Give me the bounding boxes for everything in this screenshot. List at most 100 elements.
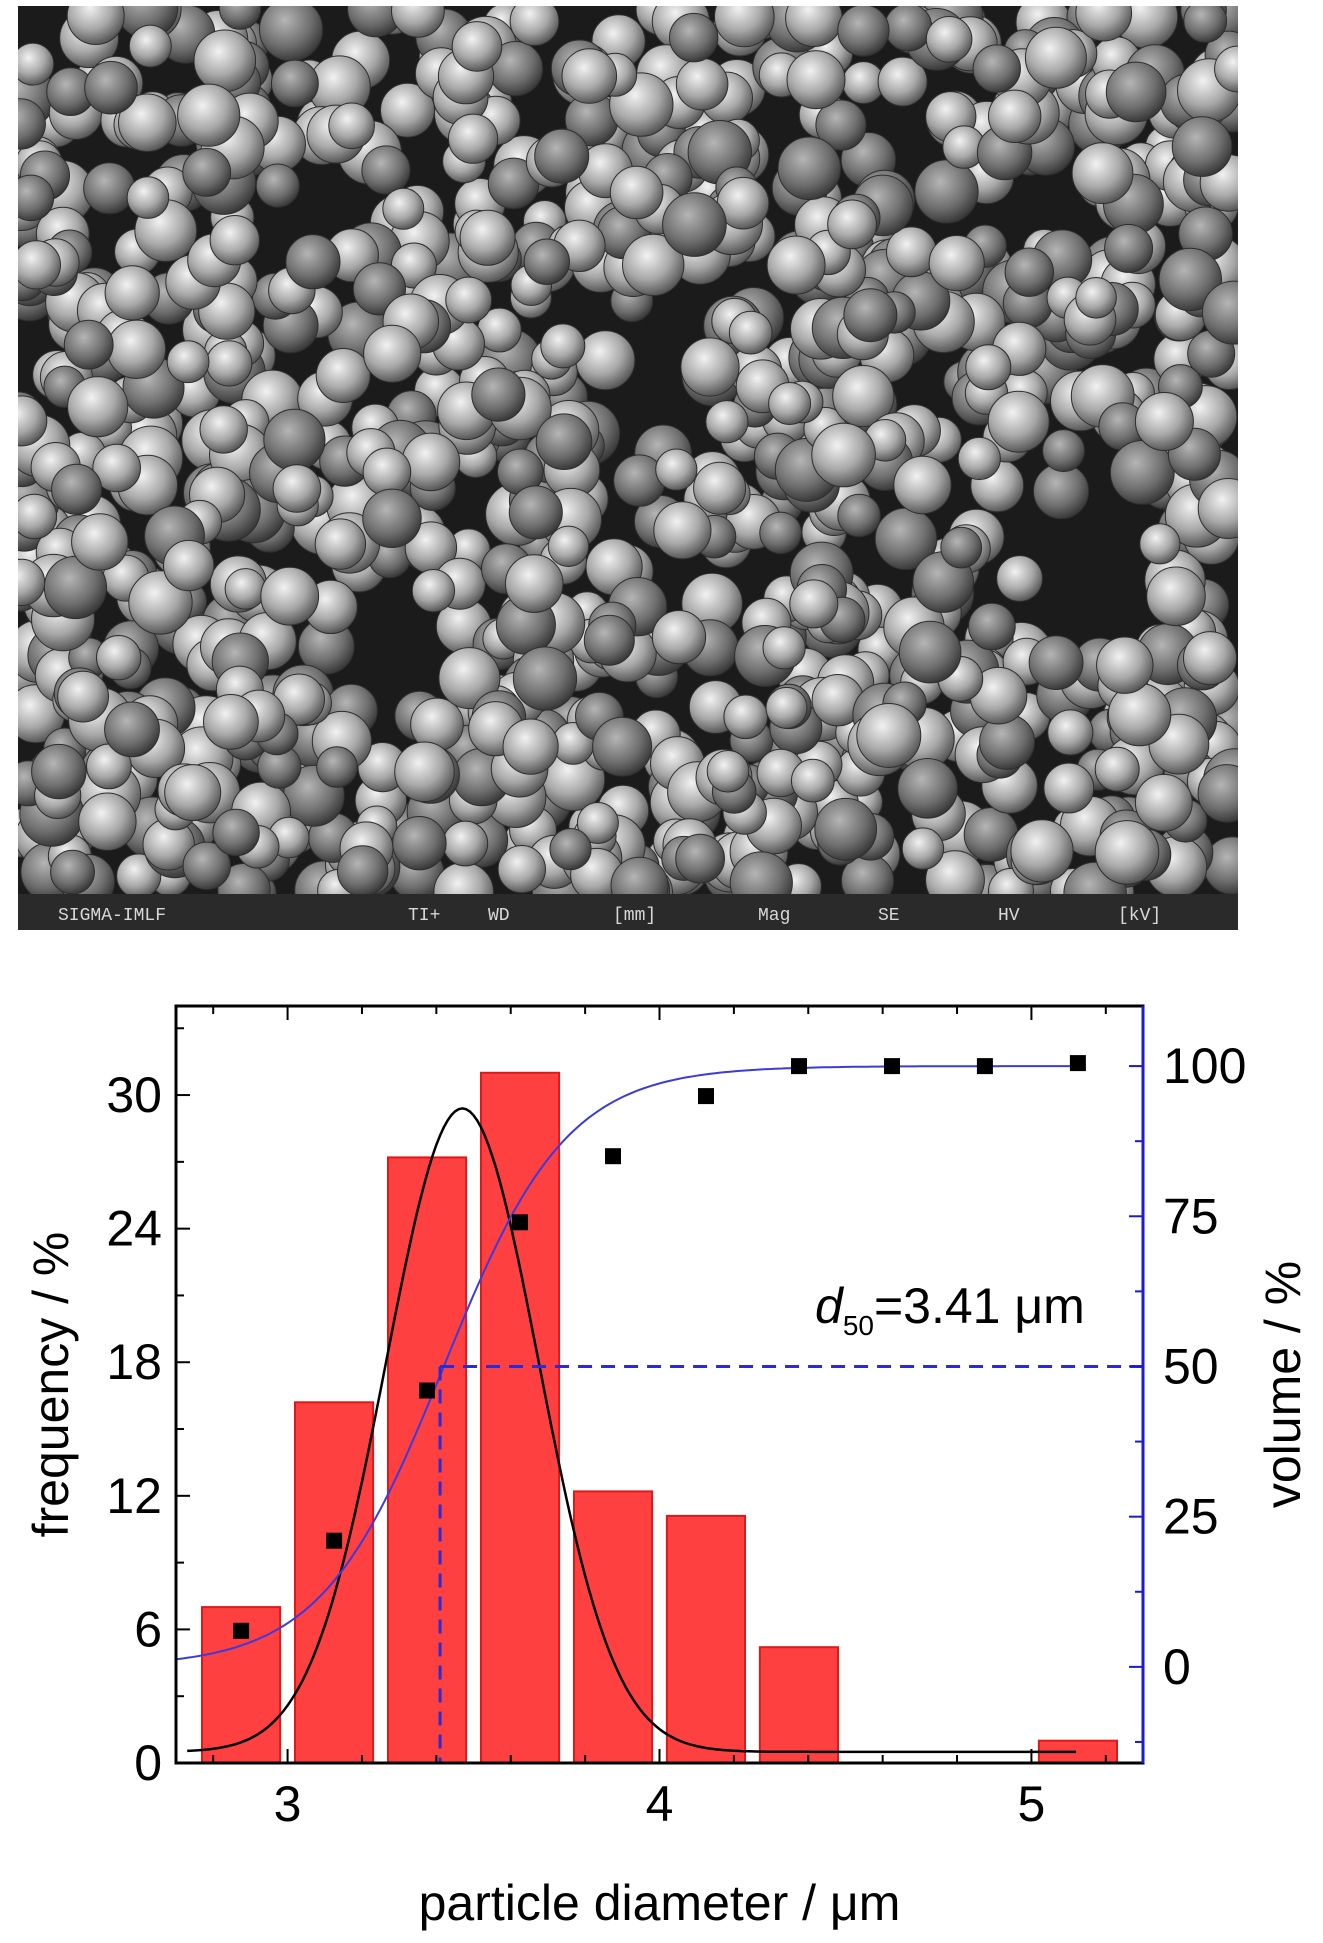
sem-particle bbox=[203, 694, 259, 750]
sem-particle bbox=[315, 348, 371, 403]
sem-particle bbox=[651, 610, 707, 665]
sem-particle bbox=[1197, 478, 1238, 539]
sem-particle bbox=[66, 6, 125, 45]
sem-particle bbox=[705, 400, 749, 444]
sem-particle bbox=[206, 340, 253, 387]
y-tick-label: 6 bbox=[134, 1601, 162, 1657]
sem-particle bbox=[209, 215, 261, 266]
sem-particle bbox=[177, 83, 241, 147]
sem-particle bbox=[1134, 392, 1194, 451]
sem-particle bbox=[1075, 277, 1117, 319]
sem-particle bbox=[814, 797, 878, 861]
histogram-bar bbox=[387, 1156, 468, 1764]
sem-particle bbox=[128, 24, 172, 68]
sem-particle bbox=[790, 758, 835, 803]
sem-particle bbox=[263, 408, 326, 471]
particle-size-chart: 3 4 5 0 6 12 18 24 30 0 25 50 75 100 d50=3.41 μm part… bbox=[0, 980, 1323, 1943]
sem-particle bbox=[382, 187, 425, 230]
sem-particle bbox=[765, 686, 808, 729]
sem-particle bbox=[523, 238, 570, 285]
y2-tick-label: 0 bbox=[1163, 1639, 1191, 1695]
histogram-bar bbox=[758, 1646, 840, 1765]
sem-particle bbox=[394, 741, 455, 803]
volume-point bbox=[419, 1382, 435, 1399]
sem-particle bbox=[164, 764, 222, 822]
sem-particle bbox=[451, 21, 503, 72]
sem-particle bbox=[897, 758, 958, 819]
sem-particle bbox=[832, 365, 895, 428]
sem-particle bbox=[940, 526, 983, 569]
sem-particle bbox=[759, 511, 802, 555]
volume-points bbox=[233, 1055, 1086, 1639]
y2-axis-title: volume / % bbox=[1255, 1261, 1311, 1508]
sem-particle bbox=[928, 235, 985, 292]
sem-particle bbox=[96, 635, 142, 681]
sem-particle bbox=[78, 792, 137, 851]
sem-particle bbox=[18, 240, 61, 290]
volume-point bbox=[791, 1058, 807, 1075]
sem-particle bbox=[118, 93, 177, 153]
sem-particle bbox=[362, 447, 412, 497]
sem-particle bbox=[92, 443, 141, 493]
sem-particle bbox=[549, 828, 592, 871]
sem-particle bbox=[1024, 26, 1087, 89]
sem-particle bbox=[789, 579, 839, 629]
sem-particle bbox=[104, 701, 160, 758]
sem-particle bbox=[18, 42, 55, 86]
histogram-bar bbox=[573, 1490, 654, 1764]
sem-particle bbox=[965, 344, 1012, 391]
sem-particle bbox=[1094, 820, 1160, 885]
y2-tick-label: 50 bbox=[1163, 1338, 1219, 1394]
sem-databar-label: [mm] bbox=[613, 906, 656, 926]
sem-particle bbox=[193, 29, 257, 93]
x-tick-label: 4 bbox=[646, 1776, 674, 1832]
sem-particle bbox=[837, 493, 881, 538]
sem-particle bbox=[777, 136, 842, 201]
sem-particle bbox=[827, 199, 877, 250]
sem-particle bbox=[31, 743, 87, 800]
sem-particle bbox=[1004, 247, 1054, 297]
volume-fit-line bbox=[175, 1065, 1077, 1661]
sem-particle bbox=[166, 340, 210, 384]
sem-particle bbox=[1197, 764, 1238, 823]
sem-particle bbox=[163, 539, 215, 592]
y2-tick-label: 25 bbox=[1163, 1489, 1219, 1545]
sem-particle bbox=[561, 48, 618, 104]
sem-particle bbox=[811, 422, 876, 488]
sem-particle bbox=[762, 626, 806, 670]
sem-particle bbox=[459, 209, 516, 266]
sem-micrograph-image: SIGMA-IMLF TI+ WD [mm] Mag SE HV [kV] bbox=[18, 6, 1238, 930]
sem-particle bbox=[272, 464, 322, 513]
sem-particle bbox=[877, 56, 928, 107]
sem-particle bbox=[328, 102, 375, 150]
sem-particle bbox=[362, 488, 422, 548]
x-tick-label: 5 bbox=[1018, 1776, 1046, 1832]
volume-point bbox=[326, 1532, 343, 1549]
sem-particle bbox=[680, 337, 740, 397]
sem-particle bbox=[987, 390, 1050, 453]
sem-particle bbox=[1139, 523, 1181, 565]
sem-particle bbox=[504, 554, 564, 613]
sem-particle bbox=[706, 750, 750, 793]
sem-particle bbox=[1042, 429, 1086, 473]
d50-label-value: =3.41 μm bbox=[874, 1278, 1085, 1334]
frequency-fit-line bbox=[187, 1107, 1077, 1754]
sem-particle bbox=[18, 98, 46, 150]
sem-databar-label: HV bbox=[998, 906, 1020, 926]
sem-particle bbox=[512, 646, 578, 711]
sem-databar-label: SE bbox=[878, 906, 900, 926]
sem-particle bbox=[669, 12, 719, 63]
sem-databar-label: [kV] bbox=[1118, 906, 1161, 926]
sem-particle bbox=[285, 234, 341, 290]
sem-particle bbox=[471, 367, 526, 422]
sem-particle bbox=[723, 694, 769, 740]
y2-tick-label: 100 bbox=[1163, 1038, 1246, 1094]
sem-particle bbox=[1158, 247, 1223, 312]
sem-particle bbox=[843, 288, 898, 343]
volume-point bbox=[976, 1058, 993, 1075]
sem-particle bbox=[575, 330, 636, 391]
sem-particle bbox=[662, 192, 727, 257]
sem-particle bbox=[1146, 566, 1206, 627]
